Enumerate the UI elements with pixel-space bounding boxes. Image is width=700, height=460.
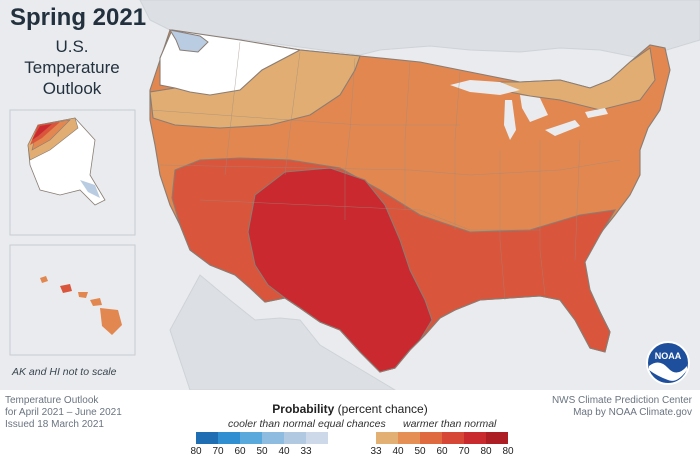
legend-cooler-label: cooler than normal [228, 418, 315, 430]
lake-ontario [585, 108, 608, 118]
legend-warmer-label: warmer than normal [403, 418, 497, 430]
legend-title-bold: Probability [272, 402, 335, 416]
legend-tick-warm-50: 50 [414, 446, 426, 457]
legend-tick-warm-40: 40 [392, 446, 404, 457]
outlook-info-line-1: Temperature Outlook [5, 395, 99, 406]
map-title: Spring 2021 [10, 4, 147, 31]
legend-swatch-warm-40 [398, 432, 420, 444]
legend-tick-cool-50: 50 [256, 446, 268, 457]
state-lines [149, 41, 621, 301]
hawaii-shape [40, 276, 122, 335]
legend-tick-end: 80 [502, 446, 514, 457]
credits: NWS Climate Prediction Center Map by NOA… [552, 395, 692, 419]
lake-michigan [504, 100, 516, 140]
outlook-info: Temperature Outlook for April 2021 – Jun… [5, 395, 122, 431]
mexico-land [169, 274, 396, 390]
legend-swatch-cool-80 [196, 432, 218, 444]
legend-categories: cooler than normal equal chances warmer … [0, 418, 700, 432]
legend-swatch-cool-33 [306, 432, 328, 444]
footer: Temperature Outlook for April 2021 – Jun… [0, 390, 700, 460]
outlook-info-line-2: for April 2021 – June 2021 [5, 407, 122, 418]
legend-tick-cool-40: 40 [278, 446, 290, 457]
legend-ticks: 80 70 60 50 40 33 33 40 50 60 70 80 80 [0, 446, 700, 458]
legend-tick-cool-70: 70 [212, 446, 224, 457]
legend-tick-warm-60: 60 [436, 446, 448, 457]
legend-equal-label: equal chances [318, 418, 386, 430]
lake-superior [450, 80, 520, 95]
lake-erie [545, 120, 580, 136]
hawaii-inset [9, 244, 136, 356]
legend-swatch-cool-70 [218, 432, 240, 444]
subtitle-line-2: Temperature [24, 58, 120, 77]
lake-huron [520, 95, 548, 122]
credits-line-1: NWS Climate Prediction Center [551, 395, 692, 406]
legend-tick-cool-80: 80 [190, 446, 202, 457]
noaa-logo-text: NOAA [655, 351, 682, 361]
legend-title: Probability (percent chance) [200, 402, 500, 416]
legend-swatch-warm-50 [420, 432, 442, 444]
legend-swatch-warm-60 [442, 432, 464, 444]
alaska-shape [27, 117, 106, 206]
credits-line-2: Map by NOAA Climate.gov [573, 407, 692, 418]
outlook-info-line-3: Issued 18 March 2021 [5, 419, 104, 430]
legend-swatch-warm-80 [486, 432, 508, 444]
noaa-logo: NOAA [646, 341, 690, 385]
legend-swatch-cool-60 [240, 432, 262, 444]
region-warm-60-70 [247, 167, 433, 373]
legend-tick-cool-33: 33 [300, 446, 312, 457]
legend-tick-warm-33: 33 [370, 446, 382, 457]
region-cool-33-40 [168, 29, 209, 53]
legend-tick-warm-70: 70 [458, 446, 470, 457]
outlook-map [9, 0, 700, 390]
legend-tick-cool-60: 60 [234, 446, 246, 457]
region-warm-33-40-northeast [469, 47, 656, 111]
subtitle-line-1: U.S. [55, 37, 89, 56]
legend-swatch-warm-70 [464, 432, 486, 444]
inset-scale-note: AK and HI not to scale [12, 366, 117, 378]
legend-swatch-cool-40 [284, 432, 306, 444]
subtitle-line-3: Outlook [42, 79, 102, 98]
legend-color-bar [196, 432, 508, 444]
map-area: Spring 2021 U.S. Temperature Outlook AK … [0, 0, 700, 390]
legend-swatch-warm-33 [376, 432, 398, 444]
legend-swatch-cool-50 [262, 432, 284, 444]
legend-title-rest: (percent chance) [334, 402, 428, 416]
legend-tick-warm-80: 80 [480, 446, 492, 457]
